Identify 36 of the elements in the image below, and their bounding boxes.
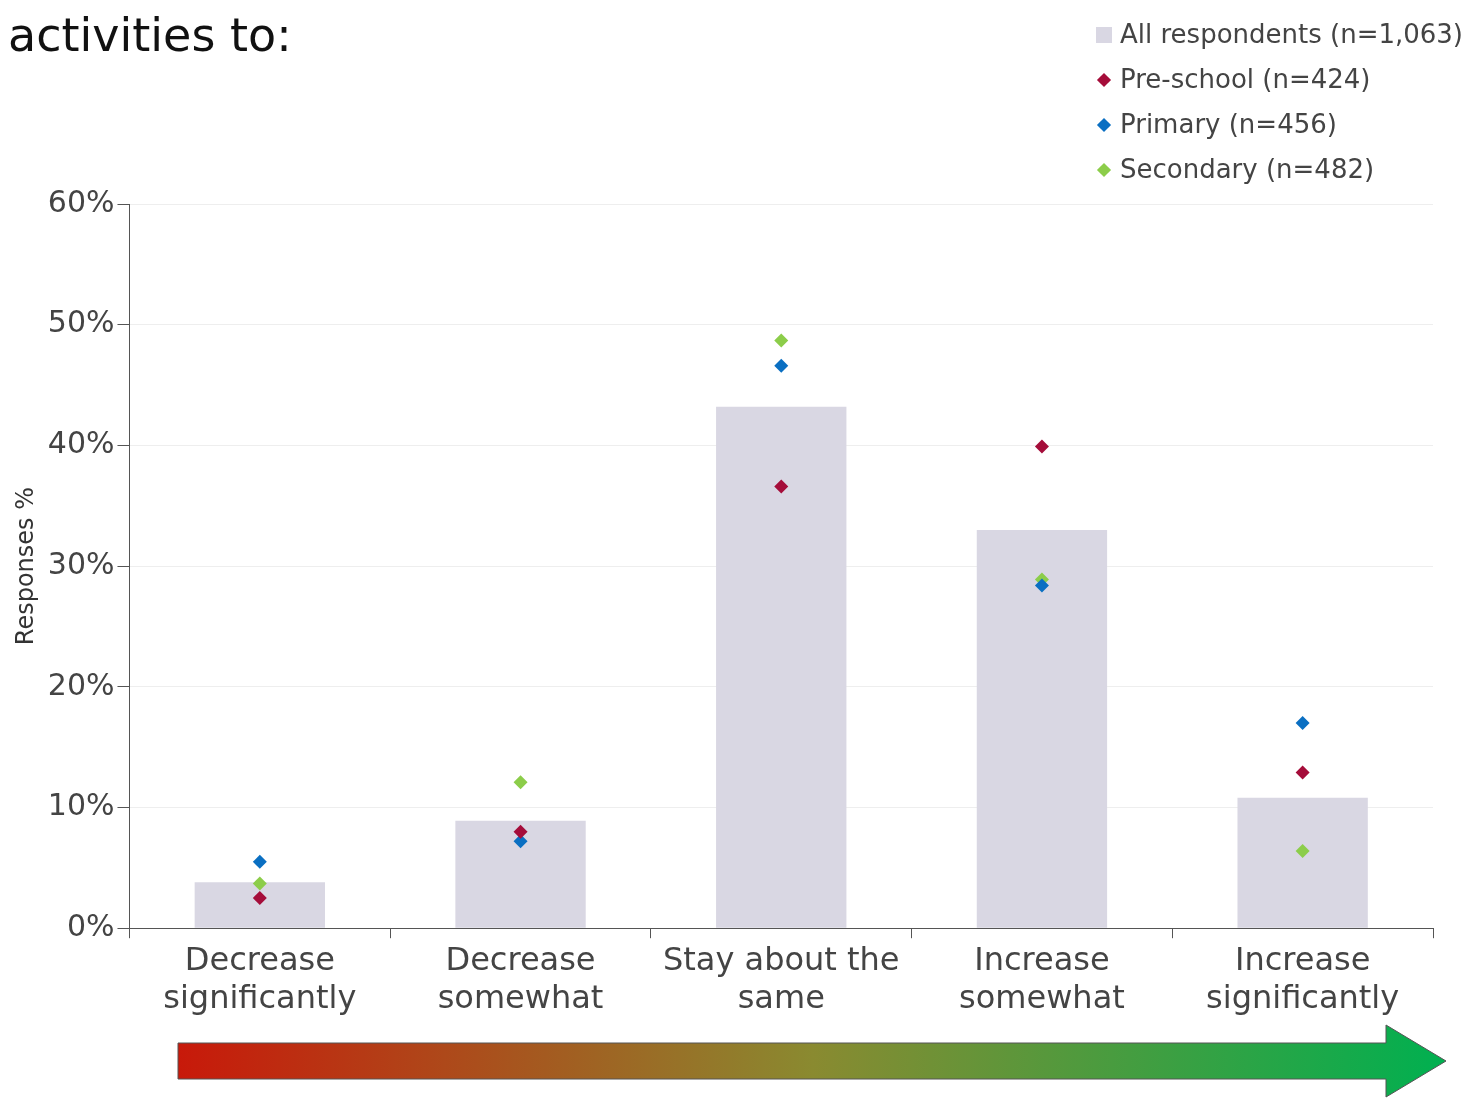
- chart-title: activities to:: [8, 8, 292, 62]
- point: [1295, 843, 1310, 858]
- point: [1295, 765, 1310, 780]
- bar: [1237, 797, 1368, 928]
- x-tick-label: Increase somewhat: [959, 939, 1125, 1017]
- y-tick-label: 30%: [47, 545, 115, 581]
- point: [1034, 578, 1049, 593]
- point: [252, 891, 267, 906]
- x-tick-label: Decrease significantly: [163, 939, 357, 1017]
- point: [513, 824, 528, 839]
- x-tick-label: Decrease somewhat: [437, 939, 604, 1017]
- y-tick-label: 10%: [47, 787, 115, 823]
- point: [1034, 439, 1049, 454]
- point: [774, 333, 789, 348]
- legend-label: Primary (n=456): [1119, 108, 1337, 141]
- point: [252, 854, 267, 869]
- bar: [455, 820, 586, 928]
- legend-label: Secondary (n=482): [1119, 153, 1375, 186]
- point: [774, 479, 789, 494]
- legend-label: All respondents (n=1,063): [1119, 18, 1463, 51]
- x-tick-label: Stay about the same: [662, 939, 900, 1017]
- y-tick-label: 0%: [66, 908, 115, 943]
- bar: [976, 529, 1108, 928]
- y-tick-label: 20%: [47, 666, 115, 702]
- y-tick-label: 40%: [47, 425, 115, 461]
- y-tick-label: 60%: [47, 183, 115, 219]
- point: [774, 358, 789, 373]
- point: [252, 876, 267, 891]
- bar: [194, 882, 326, 928]
- point: [513, 775, 528, 790]
- y-axis-title: Responses %: [10, 487, 39, 646]
- y-tick-label: 50%: [47, 304, 115, 340]
- x-tick-label: Increase significantly: [1206, 939, 1400, 1017]
- legend-label: Pre-school (n=424): [1119, 63, 1371, 96]
- bar: [716, 406, 847, 928]
- point: [1295, 716, 1310, 731]
